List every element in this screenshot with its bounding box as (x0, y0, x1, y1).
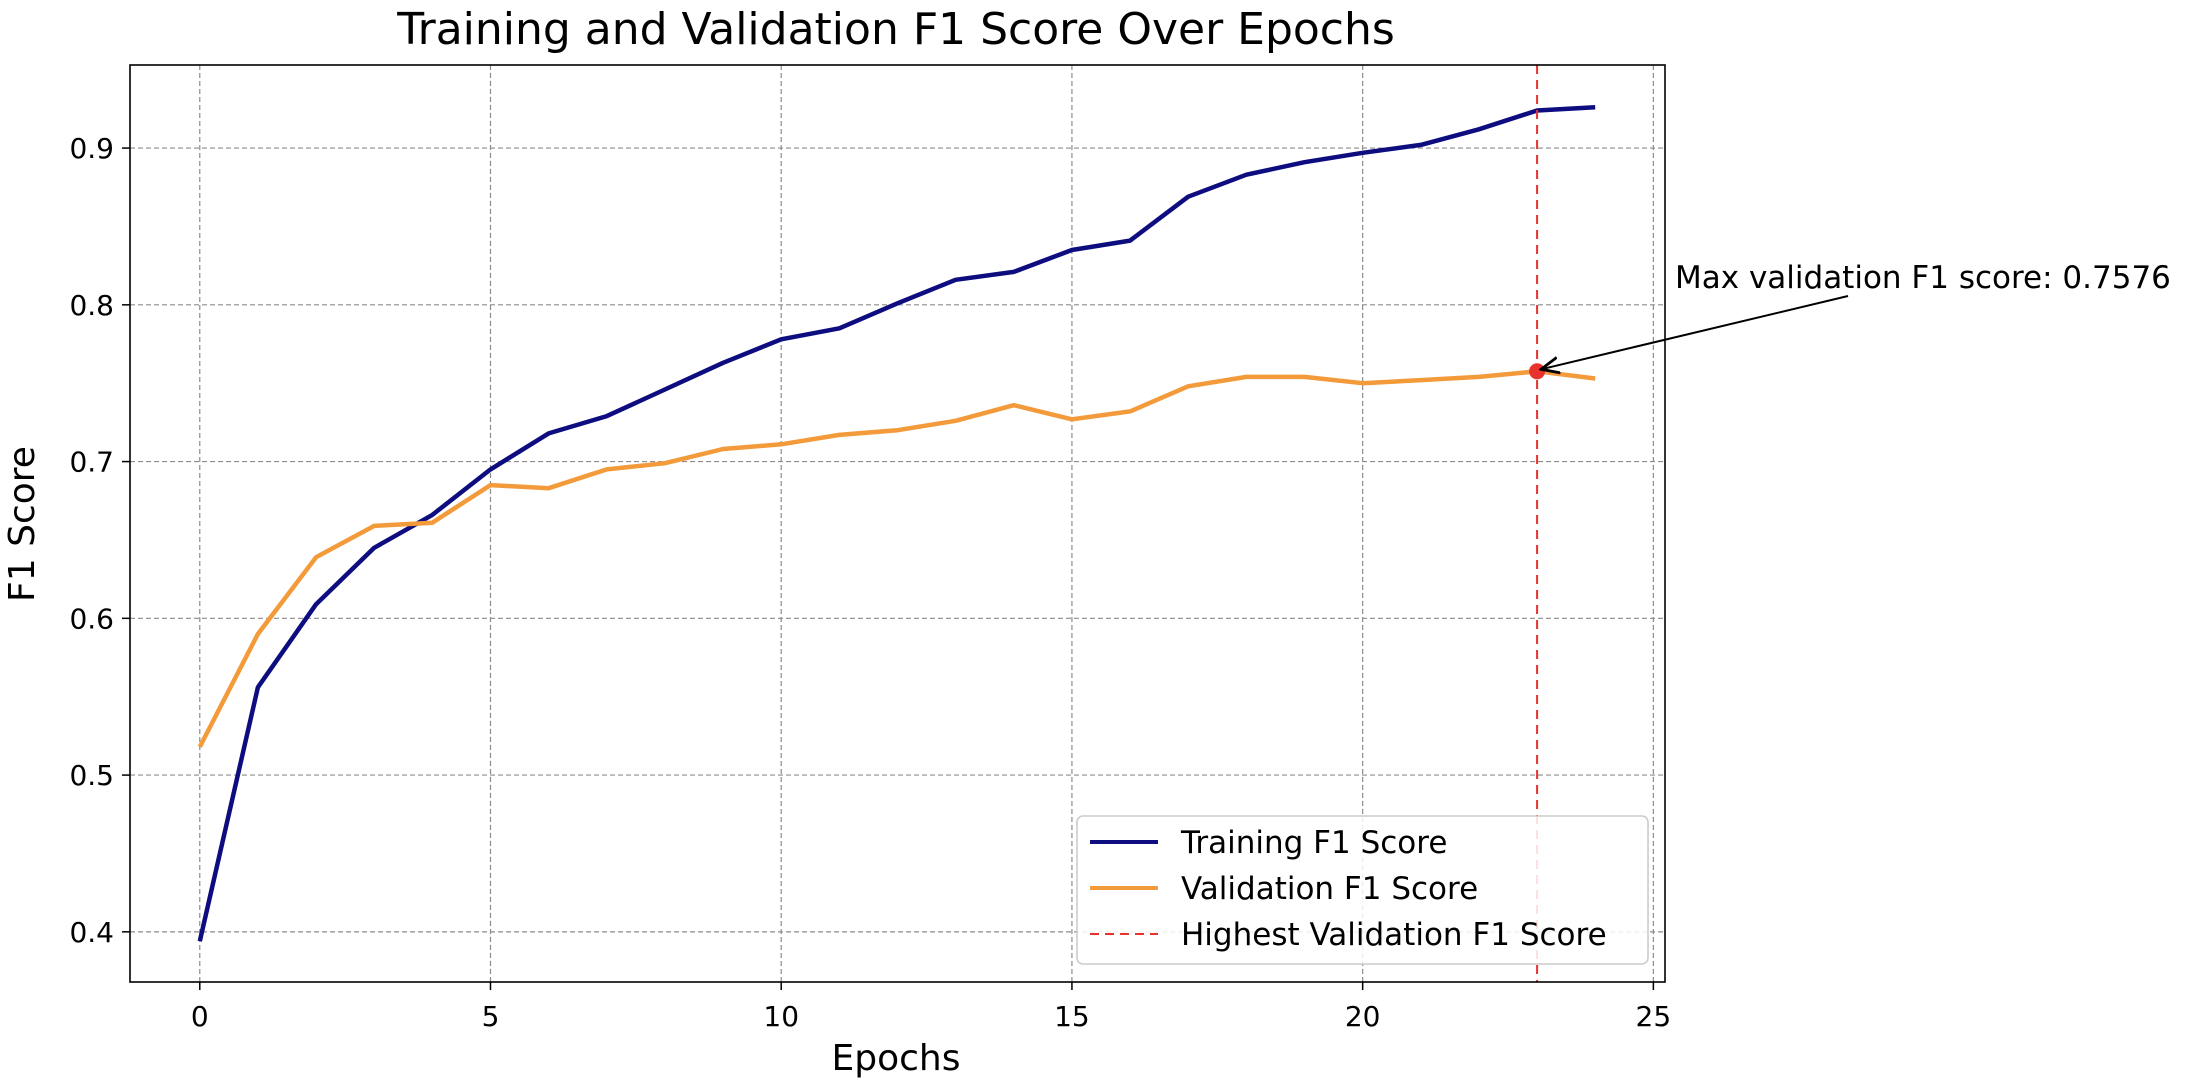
chart-title: Training and Validation F1 Score Over Ep… (396, 4, 1395, 55)
legend-label-training: Training F1 Score (1180, 825, 1447, 861)
x-tick-label: 20 (1345, 1000, 1381, 1033)
legend: Training F1 Score Validation F1 Score Hi… (1076, 815, 1649, 965)
x-axis-label: Epochs (832, 1038, 961, 1079)
training-f1-line (197, 105, 1596, 942)
annotation: Max validation F1 score: 0.7576 (1541, 260, 2171, 369)
legend-frame (1076, 815, 1649, 965)
axis-ticks: 0 5 10 15 20 25 0.4 0.5 0.6 0.7 0.8 0.9 (69, 132, 1671, 1033)
y-tick-label: 0.8 (69, 289, 114, 322)
y-axis-label: F1 Score (2, 446, 43, 602)
x-tick-label: 5 (482, 1000, 500, 1033)
legend-label-validation: Validation F1 Score (1181, 871, 1478, 907)
validation-f1-line (197, 369, 1596, 748)
x-tick-label: 0 (191, 1000, 209, 1033)
legend-label-highest: Highest Validation F1 Score (1181, 917, 1607, 953)
grid (130, 65, 1665, 982)
plot-frame (129, 64, 1666, 983)
y-tick-label: 0.9 (69, 132, 114, 165)
y-tick-label: 0.6 (69, 602, 114, 635)
series-lines (197, 105, 1596, 942)
annotation-text: Max validation F1 score: 0.7576 (1675, 260, 2171, 296)
x-tick-label: 10 (763, 1000, 799, 1033)
x-tick-label: 25 (1636, 1000, 1672, 1033)
x-tick-label: 15 (1054, 1000, 1090, 1033)
y-tick-label: 0.4 (69, 916, 114, 949)
max-validation-point (1529, 363, 1546, 380)
y-tick-label: 0.7 (69, 446, 114, 479)
y-tick-label: 0.5 (69, 759, 114, 792)
annotation-arrow (1541, 295, 1849, 369)
